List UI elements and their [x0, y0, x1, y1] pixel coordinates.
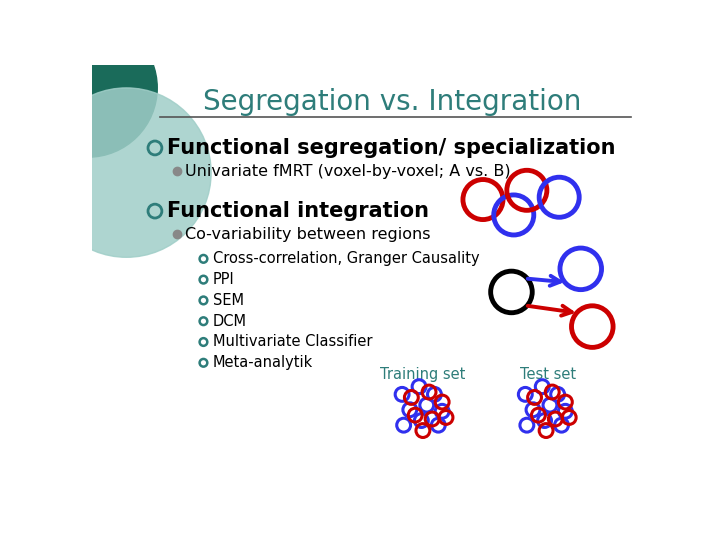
- Text: Co-variability between regions: Co-variability between regions: [185, 227, 431, 242]
- Text: Training set: Training set: [380, 367, 466, 382]
- Text: SEM: SEM: [212, 293, 243, 308]
- Circle shape: [42, 88, 211, 257]
- Text: Cross-correlation, Granger Causality: Cross-correlation, Granger Causality: [212, 251, 480, 266]
- Text: PPI: PPI: [212, 272, 235, 287]
- Text: Meta-analytik: Meta-analytik: [212, 355, 313, 370]
- Text: Functional integration: Functional integration: [167, 201, 429, 221]
- Text: Segregation vs. Integration: Segregation vs. Integration: [203, 88, 581, 116]
- Text: Functional segregation/ specialization: Functional segregation/ specialization: [167, 138, 616, 158]
- Text: Test set: Test set: [521, 367, 577, 382]
- Text: DCM: DCM: [212, 314, 247, 329]
- Text: Multivariate Classifier: Multivariate Classifier: [212, 334, 372, 349]
- Circle shape: [19, 18, 157, 157]
- Text: Univariate fMRT (voxel-by-voxel; A vs. B): Univariate fMRT (voxel-by-voxel; A vs. B…: [185, 164, 510, 179]
